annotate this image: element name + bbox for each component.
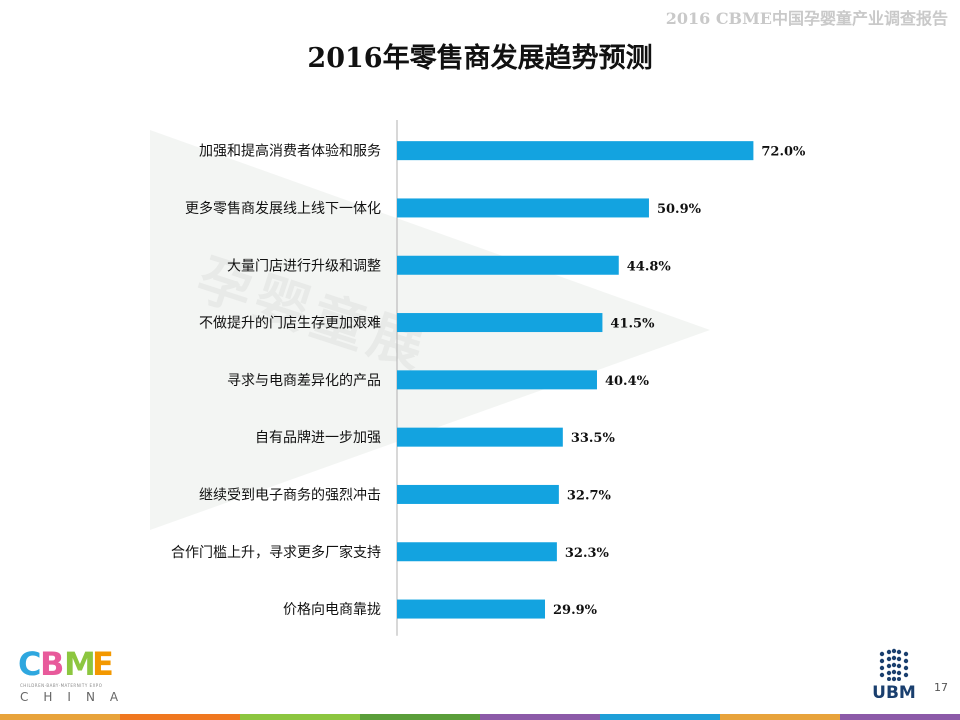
category-label: 大量门店进行升级和调整 xyxy=(227,258,381,274)
footer-color-segment xyxy=(720,714,840,720)
data-label: 41.5% xyxy=(610,317,655,332)
footer-color-segment xyxy=(0,714,120,720)
logo-letter-e: E xyxy=(92,645,114,683)
bar xyxy=(397,370,597,390)
data-label: 32.7% xyxy=(567,488,612,503)
footer-color-segment xyxy=(840,714,960,720)
footer-color-segment xyxy=(120,714,240,720)
report-header: 2016 CBME中国孕婴童产业调查报告 xyxy=(665,9,948,28)
page-number: 17 xyxy=(934,681,948,694)
footer-color-segment xyxy=(480,714,600,720)
bar xyxy=(397,313,603,333)
logo-letter-c: C xyxy=(18,645,42,683)
category-label: 自有品牌进一步加强 xyxy=(255,429,381,446)
footer-color-segment xyxy=(600,714,720,720)
logo-letter-m: M xyxy=(64,645,96,683)
bar xyxy=(397,255,619,275)
ubm-logo: UBM xyxy=(866,648,922,708)
data-label: 33.5% xyxy=(571,431,616,446)
bar xyxy=(397,198,649,218)
category-label: 价格向电商靠拢 xyxy=(283,602,381,618)
data-label: 72.0% xyxy=(761,145,806,160)
chart-title: 2016年零售商发展趋势预测 xyxy=(307,43,653,74)
footer-color-bar xyxy=(0,714,960,720)
data-label: 40.4% xyxy=(605,374,650,389)
category-label: 更多零售商发展线上线下一体化 xyxy=(185,200,381,217)
category-label: 加强和提高消费者体验和服务 xyxy=(199,143,381,160)
bar xyxy=(397,141,754,161)
logo-letter-b: B xyxy=(40,645,65,683)
footer-color-segment xyxy=(360,714,480,720)
data-label: 44.8% xyxy=(627,259,672,274)
data-label: 29.9% xyxy=(553,603,598,618)
ubm-emblem-icon xyxy=(879,648,909,682)
data-label: 50.9% xyxy=(657,202,702,217)
logo-subtitle: CHILDREN·BABY·MATERNITY EXPO xyxy=(20,683,103,688)
bar xyxy=(397,484,559,504)
category-label: 继续受到电子商务的强烈冲击 xyxy=(199,486,381,503)
bar xyxy=(397,427,563,447)
cbme-logo: C B M E CHILDREN·BABY·MATERNITY EXPO CHI… xyxy=(18,645,128,705)
category-label: 寻求与电商差异化的产品 xyxy=(227,373,381,389)
footer-color-segment xyxy=(240,714,360,720)
category-label: 合作门槛上升，寻求更多厂家支持 xyxy=(171,544,381,561)
ubm-logo-text: UBM xyxy=(872,683,916,703)
category-label: 不做提升的门店生存更加艰难 xyxy=(199,316,381,332)
logo-china-text: CHINA xyxy=(20,690,134,704)
bar xyxy=(397,599,546,619)
bar xyxy=(397,542,557,562)
data-label: 32.3% xyxy=(565,546,610,561)
